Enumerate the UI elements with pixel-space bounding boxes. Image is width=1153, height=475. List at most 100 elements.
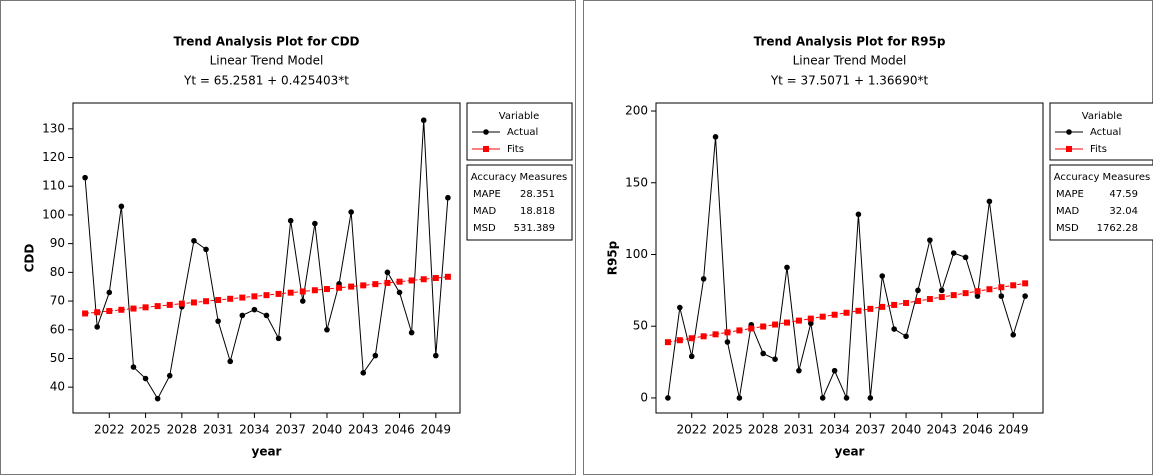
legend-title: Variable	[1082, 111, 1123, 122]
accuracy-box	[1049, 164, 1153, 241]
data-point	[336, 284, 343, 291]
data-point	[819, 313, 826, 320]
data-point	[736, 395, 743, 401]
data-point	[843, 309, 850, 316]
data-point	[772, 321, 779, 328]
y-tick-label: 130	[42, 121, 65, 135]
plot-area	[655, 102, 1044, 414]
accuracy-name: MSD	[1056, 223, 1079, 234]
data-point	[311, 287, 318, 294]
data-point	[855, 211, 862, 218]
data-point	[891, 301, 898, 308]
data-point	[239, 294, 246, 301]
data-point	[903, 333, 909, 340]
data-point	[142, 375, 149, 382]
data-point	[724, 329, 731, 336]
data-point	[323, 286, 330, 293]
x-tick-label: 2022	[676, 423, 707, 437]
x-tick-label: 2028	[748, 423, 779, 437]
data-point	[396, 278, 403, 285]
data-point	[700, 276, 707, 282]
y-tick-label: 120	[42, 150, 65, 164]
x-axis-label: year	[252, 445, 282, 459]
chart-subtitle: Linear Trend Model	[793, 54, 907, 68]
data-point	[664, 339, 671, 346]
data-point	[372, 352, 379, 359]
data-point	[227, 358, 234, 365]
data-point	[94, 324, 100, 330]
y-tick-label: 40	[50, 380, 65, 394]
data-point	[950, 292, 957, 299]
data-point	[227, 295, 234, 302]
accuracy-value: 32.04	[1109, 206, 1138, 217]
legend-label: Actual	[1090, 127, 1121, 138]
data-point	[166, 301, 173, 308]
data-point	[190, 299, 197, 306]
data-point	[760, 323, 767, 330]
x-tick-label: 2046	[962, 423, 993, 437]
data-point	[831, 367, 838, 374]
y-tick-label: 100	[625, 247, 648, 261]
legend-label: Actual	[507, 127, 538, 138]
data-point	[287, 289, 294, 296]
data-point	[312, 220, 318, 227]
data-point	[688, 335, 695, 342]
data-point	[166, 372, 173, 379]
data-point	[808, 320, 814, 327]
x-tick-label: 2025	[712, 423, 743, 437]
data-point	[736, 327, 743, 334]
data-point	[760, 350, 766, 357]
data-point	[445, 194, 451, 201]
accuracy-name: MAPE	[473, 189, 501, 200]
data-point	[974, 293, 981, 299]
y-tick-label: 60	[50, 322, 65, 336]
data-point	[203, 246, 209, 253]
data-point	[784, 264, 790, 271]
data-point	[142, 304, 149, 311]
chart-title: Trend Analysis Plot for CDD	[173, 35, 359, 49]
data-point	[783, 319, 790, 326]
data-point	[950, 250, 957, 256]
data-point	[676, 337, 683, 344]
data-point	[748, 325, 755, 332]
data-point	[263, 292, 270, 299]
data-point	[1022, 293, 1028, 299]
data-point	[106, 289, 113, 296]
legend-label: Fits	[1090, 144, 1107, 155]
legend-marker	[483, 146, 489, 152]
accuracy-name: MSD	[473, 223, 496, 234]
data-point	[843, 395, 850, 401]
legend-marker	[483, 129, 489, 135]
data-point	[867, 305, 874, 312]
data-point	[118, 306, 125, 313]
y-tick-label: 150	[625, 175, 648, 189]
data-point	[927, 237, 933, 243]
accuracy-title: Accuracy Measures	[1054, 172, 1151, 183]
data-point	[130, 305, 137, 312]
accuracy-value: 1762.28	[1097, 223, 1138, 234]
x-tick-label: 2043	[348, 423, 379, 437]
data-point	[372, 281, 379, 288]
y-tick-label: 90	[50, 236, 65, 250]
data-point	[82, 310, 89, 317]
x-tick-label: 2046	[384, 423, 415, 437]
data-point	[275, 335, 282, 342]
accuracy-value: 531.389	[514, 223, 555, 234]
data-point	[299, 288, 306, 295]
data-point	[665, 395, 671, 401]
y-tick-label: 110	[42, 179, 65, 193]
data-point	[154, 303, 161, 310]
data-point	[263, 312, 270, 319]
data-point	[178, 300, 185, 307]
data-point	[287, 217, 294, 224]
data-point	[420, 276, 427, 283]
data-point	[962, 290, 969, 297]
data-point	[191, 237, 197, 244]
data-point	[879, 303, 886, 310]
x-tick-label: 2034	[819, 423, 850, 437]
trend-equation: Yt = 37.5071 + 1.36690*t	[770, 74, 929, 88]
data-point	[154, 395, 161, 402]
data-point	[348, 209, 354, 215]
y-tick-label: 50	[50, 351, 65, 365]
